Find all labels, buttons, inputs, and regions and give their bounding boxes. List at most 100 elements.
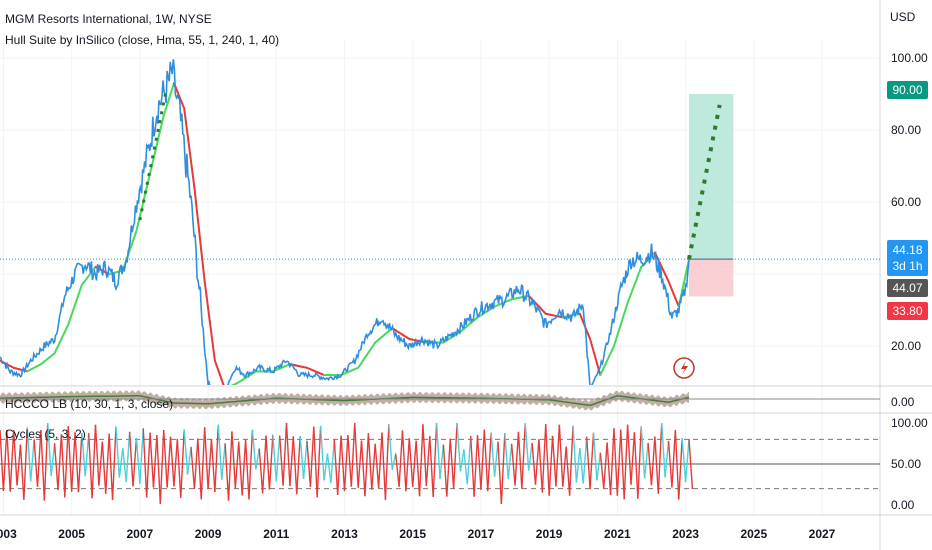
hull-segment <box>184 120 189 136</box>
position-zones <box>0 94 880 297</box>
hull-segment <box>161 114 165 124</box>
cycle-segment <box>265 435 271 490</box>
hull-value-badge: 44.07 <box>887 279 928 297</box>
hull-segment <box>188 147 193 163</box>
hull-segment <box>684 266 689 277</box>
cycle-segment <box>589 432 595 490</box>
hull-segment <box>154 143 158 153</box>
y-tick-label: 60.00 <box>891 195 921 209</box>
cycle-segment <box>388 424 393 470</box>
cycle-segment <box>623 424 629 500</box>
cycle-segment <box>87 433 93 499</box>
cycle-segment <box>200 427 206 500</box>
hull-segment <box>205 293 210 309</box>
hull-segment <box>203 280 208 296</box>
cycle-segment <box>111 426 117 501</box>
cycle-segment <box>292 436 298 495</box>
cycle-segment <box>643 442 649 479</box>
cycle-segment <box>684 438 690 483</box>
cycle-segment <box>26 427 32 482</box>
hull-segment <box>195 202 199 220</box>
cycle-segment <box>323 453 329 481</box>
cycle-segment <box>248 429 254 500</box>
cycle-segment <box>531 443 537 485</box>
cycle-segment <box>507 443 513 480</box>
cycle-segment <box>278 435 284 486</box>
cycle-segment <box>504 433 509 480</box>
cycle-segment <box>377 432 383 488</box>
cycle-segment <box>616 429 622 496</box>
cycle-segment <box>647 442 653 486</box>
cycle-segment <box>101 441 107 494</box>
cycle-segment <box>565 446 571 496</box>
cycle-segment <box>633 432 639 499</box>
cycle-segment <box>637 426 642 499</box>
cycle-segment <box>234 441 240 489</box>
cycle-segment <box>275 435 281 482</box>
cycle-segment <box>524 422 530 471</box>
cycle-segment <box>238 441 243 496</box>
cycle-segment <box>122 447 127 483</box>
cycle-segment <box>585 436 591 490</box>
hull-segment <box>210 333 215 349</box>
cycle-segment <box>657 422 663 494</box>
y-tick-label: 80.00 <box>891 123 921 137</box>
hccco-line <box>0 395 690 407</box>
cycle-segment <box>296 436 301 495</box>
hull-segment <box>159 121 164 132</box>
chart-title[interactable]: MGM Resorts International, 1W, NYSE <box>5 12 212 26</box>
cycle-segment <box>152 435 158 488</box>
cycle-segment <box>490 432 496 477</box>
cycle-segment <box>244 439 250 500</box>
cycle-segment <box>163 429 168 488</box>
cycle-segment <box>630 432 636 485</box>
cycle-segment <box>442 444 448 497</box>
cycle-segment <box>609 428 615 496</box>
hull-segment <box>183 107 187 123</box>
cycle-segment <box>84 433 90 477</box>
cycle-segment <box>118 447 124 478</box>
cycle-segment <box>125 431 131 483</box>
cycles-axis-label: 100.00 <box>891 416 928 430</box>
cycle-segment <box>145 432 151 498</box>
hull-segment <box>590 343 595 352</box>
cycle-segment <box>231 431 237 489</box>
cycle-segment <box>664 440 670 478</box>
cycle-segment <box>272 434 277 482</box>
hull-segment <box>212 346 216 362</box>
hull-segment <box>135 222 140 232</box>
alert-icon[interactable] <box>673 357 695 379</box>
cycle-segment <box>57 434 63 490</box>
cycles-pane <box>0 422 880 504</box>
indicator-legend[interactable]: Hull Suite by InSilico (close, Hma, 55, … <box>5 33 280 47</box>
cycle-segment <box>360 440 366 497</box>
hccco-legend[interactable]: HCCCO LB (10, 30, 1, 3, close) <box>5 397 174 411</box>
cycle-segment <box>674 430 680 500</box>
cycles-legend[interactable]: Cycles (5, 3, 2) <box>5 427 86 441</box>
cycle-segment <box>626 424 632 485</box>
cycle-segment <box>405 438 411 492</box>
cycle-segment <box>33 439 39 487</box>
historical-projection <box>138 93 167 221</box>
cycle-segment <box>227 431 233 501</box>
cycle-segment <box>81 432 86 477</box>
cycle-segment <box>466 435 472 485</box>
cycle-segment <box>480 429 486 490</box>
hull-segment <box>190 160 194 176</box>
cycle-segment <box>500 433 506 504</box>
cycle-segment <box>74 432 80 493</box>
hull-segment <box>682 274 687 285</box>
cycle-segment <box>210 439 216 493</box>
cycle-segment <box>456 422 462 472</box>
cycle-segment <box>251 429 257 470</box>
hull-segment <box>229 387 231 388</box>
cycle-segment <box>180 429 185 498</box>
x-tick-label: 2027 <box>809 527 836 541</box>
cycle-segment <box>190 446 196 489</box>
loss-zone <box>688 259 734 297</box>
cycle-segment <box>384 424 390 500</box>
cycle-segment <box>357 440 363 488</box>
cycle-segment <box>330 439 335 484</box>
